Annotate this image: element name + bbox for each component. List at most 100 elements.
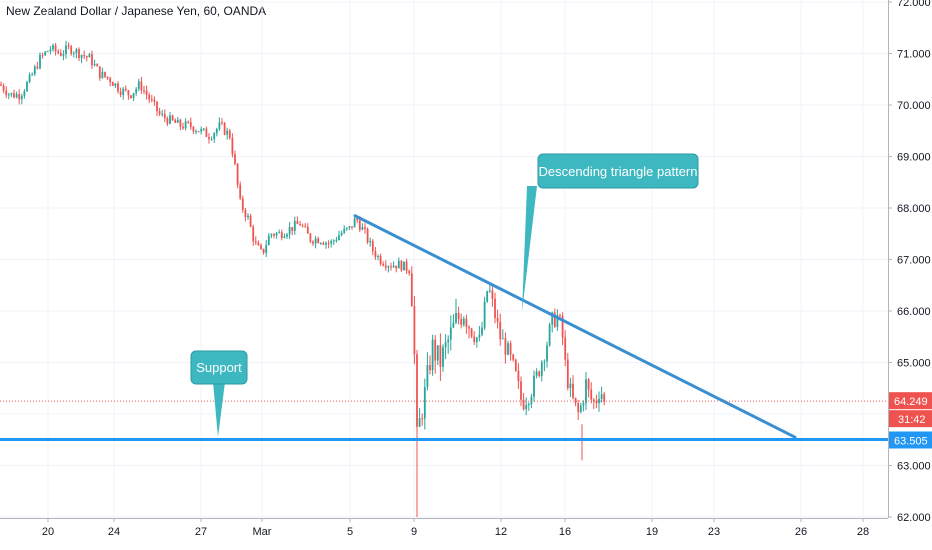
- candle-body: [392, 265, 395, 268]
- candle-body: [210, 139, 213, 141]
- x-tick-label: 20: [42, 526, 54, 538]
- candle-body: [70, 46, 73, 54]
- candle-body: [366, 228, 369, 243]
- candle-body: [192, 126, 195, 132]
- candle-body: [382, 264, 385, 266]
- callout-support: Support: [190, 350, 248, 437]
- candle-body: [88, 54, 91, 58]
- candle-body: [309, 233, 312, 242]
- candle-body: [478, 334, 481, 338]
- candle-body: [33, 66, 36, 75]
- candle-body: [457, 313, 460, 319]
- candle-body: [221, 122, 223, 124]
- candle-body: [153, 99, 156, 102]
- candle-body: [335, 239, 338, 241]
- candle-body: [387, 266, 390, 268]
- candle-body: [499, 321, 502, 340]
- candle-body: [101, 71, 104, 79]
- candle-body: [486, 291, 489, 302]
- candle-body: [213, 133, 216, 140]
- candle-body: [340, 232, 343, 236]
- candle-body: [465, 318, 468, 327]
- candle-body: [197, 131, 200, 133]
- last-price-label: 64.249: [894, 396, 928, 408]
- candle-body: [260, 245, 262, 249]
- candle-body: [72, 53, 75, 55]
- candle-body: [257, 242, 260, 246]
- candle-body: [145, 90, 148, 96]
- callout-pointer: [213, 382, 225, 437]
- candle-body: [140, 81, 143, 91]
- candle-body: [296, 221, 299, 225]
- candle-body: [179, 119, 182, 127]
- candle-body: [439, 345, 442, 367]
- candle-body: [397, 260, 400, 269]
- candle-body: [491, 290, 494, 299]
- candle-body: [231, 138, 234, 155]
- candle-body: [280, 232, 283, 238]
- candle-body: [176, 119, 179, 123]
- candle-body: [553, 312, 556, 327]
- candle-body: [587, 379, 590, 390]
- countdown-tag: [889, 410, 932, 428]
- y-tick-label: 71.000: [897, 49, 931, 61]
- candle-body: [132, 93, 135, 98]
- candle-body: [384, 265, 387, 268]
- candle-body: [114, 83, 117, 86]
- candle-body: [137, 81, 140, 89]
- candle-body: [156, 101, 158, 112]
- candle-body: [301, 225, 304, 227]
- callout-box: [190, 350, 248, 385]
- candle-body: [533, 375, 535, 397]
- candle-body: [195, 131, 197, 133]
- candle-body: [473, 336, 476, 342]
- candle-body: [408, 270, 411, 274]
- candle-body: [182, 126, 184, 129]
- y-tick-label: 69.000: [897, 152, 931, 164]
- candle-body: [184, 121, 187, 129]
- candle-body: [462, 318, 465, 325]
- candle-body: [249, 215, 252, 227]
- candle-body: [150, 99, 153, 101]
- x-tick-label: 9: [411, 526, 417, 538]
- candle-body: [351, 226, 353, 228]
- countdown-label: 31:42: [898, 414, 926, 426]
- x-tick-label: 28: [857, 526, 869, 538]
- candle-body: [566, 359, 569, 388]
- candle-body: [535, 371, 538, 376]
- candle-body: [348, 226, 351, 228]
- candle-body: [332, 240, 335, 242]
- candle-body: [455, 313, 457, 323]
- y-tick-label: 66.000: [897, 306, 931, 318]
- candle-body: [509, 343, 512, 355]
- candle-body: [13, 93, 15, 98]
- candle-body: [187, 121, 190, 123]
- candle-body: [215, 128, 218, 134]
- candle-body: [369, 241, 372, 243]
- candle-body: [374, 251, 377, 257]
- x-tick-label: 19: [646, 526, 658, 538]
- candle-body: [174, 119, 177, 123]
- candle-body: [468, 326, 470, 329]
- candle-body: [582, 403, 585, 406]
- candle-body: [247, 215, 249, 218]
- candle-body: [236, 163, 239, 185]
- candle-body: [283, 236, 286, 238]
- support-price-label: 63.505: [894, 435, 928, 447]
- candle-body: [158, 111, 161, 115]
- candle-body: [522, 399, 525, 410]
- candle-body: [585, 379, 587, 404]
- x-tick-label: 12: [495, 526, 507, 538]
- candle-body: [600, 394, 603, 399]
- candle-body: [78, 49, 80, 59]
- candle-body: [244, 209, 247, 218]
- candle-body: [317, 238, 320, 244]
- candle-body: [364, 227, 366, 229]
- candle-body: [470, 328, 473, 337]
- candle-body: [449, 327, 452, 340]
- candle-body: [286, 234, 288, 237]
- annotations: Descending triangle pattern Support: [0, 153, 888, 441]
- candle-body: [390, 266, 392, 268]
- candle-body: [400, 260, 403, 271]
